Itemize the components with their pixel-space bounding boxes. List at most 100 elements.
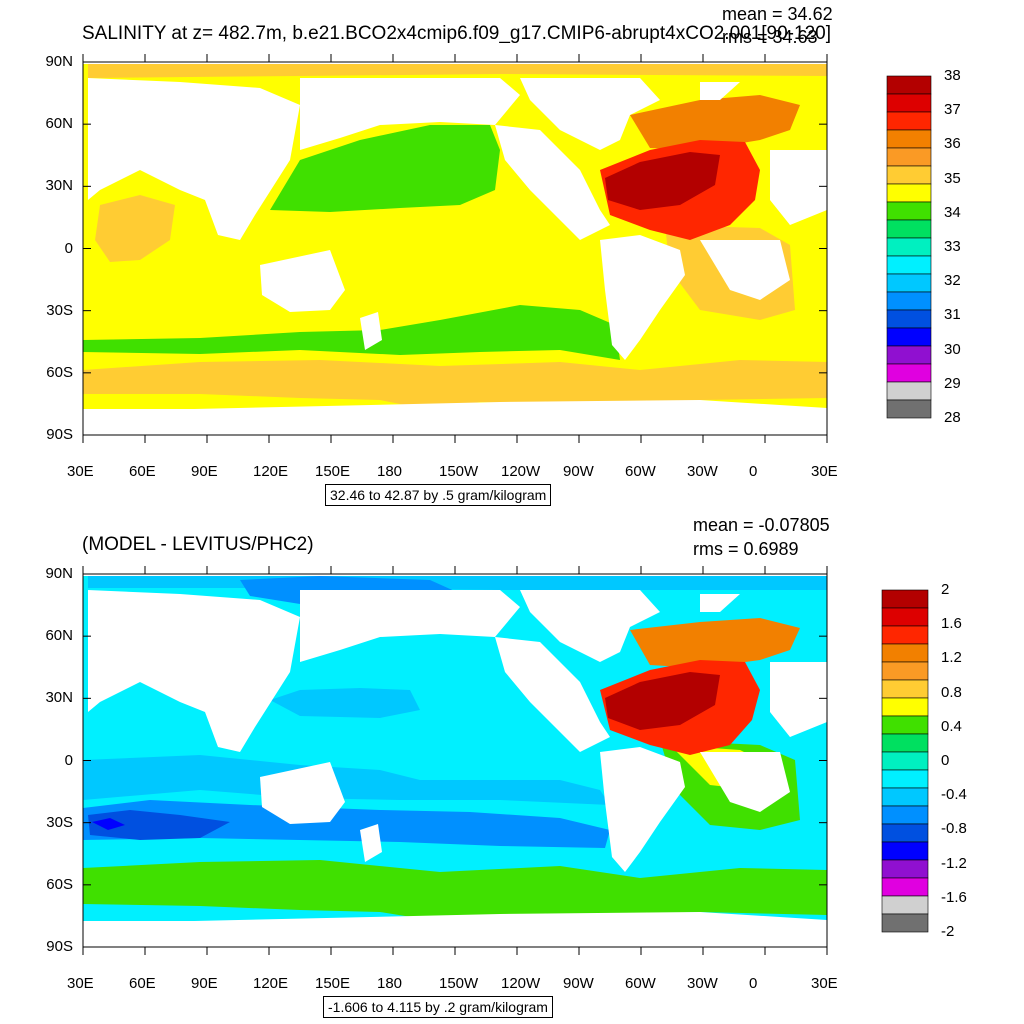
bottom-mean-value: mean = -0.07805 <box>693 515 830 535</box>
colorbar-swatch <box>886 111 932 131</box>
lat-label: 60N <box>45 115 73 133</box>
colorbar-swatch <box>886 327 932 347</box>
colorbar-swatch <box>886 273 932 293</box>
colorbar-swatch <box>886 345 932 365</box>
lon-label: 150E <box>315 463 351 480</box>
colorbar-swatch <box>886 237 932 257</box>
lat-label: 60S <box>46 875 73 893</box>
colorbar-swatch <box>886 363 932 383</box>
lon-label: 150W <box>439 975 479 992</box>
top-land <box>83 78 827 435</box>
colorbar-label: 0.4 <box>941 717 962 735</box>
colorbar-swatch <box>881 769 929 789</box>
top-contour-range: 32.46 to 42.87 by .5 gram/kilogram <box>325 484 552 506</box>
lon-label: 30E <box>67 975 94 992</box>
lon-label: 120W <box>501 463 541 480</box>
lon-label: 120W <box>501 975 541 992</box>
colorbar-swatch <box>881 625 929 645</box>
colorbar-label: 33 <box>944 238 961 255</box>
lon-label: 150W <box>439 463 479 480</box>
colorbar-swatch <box>881 877 929 897</box>
colorbar-swatch <box>881 679 929 699</box>
colorbar-label: 2 <box>941 581 950 598</box>
top-mean-value: mean = 34.62 <box>722 4 833 24</box>
colorbar-swatch <box>886 219 932 239</box>
bottom-map <box>82 573 828 948</box>
colorbar-label: 36 <box>944 135 961 153</box>
colorbar-label: 38 <box>944 67 961 84</box>
colorbar-swatch <box>886 93 932 113</box>
lon-label: 180 <box>377 463 403 480</box>
colorbar-swatch <box>881 715 929 735</box>
top-north-atlantic-maroon <box>605 152 720 210</box>
lon-label: 120E <box>253 463 289 480</box>
lon-label: 60W <box>625 463 656 480</box>
lat-label: 60N <box>45 627 73 645</box>
colorbar-swatch <box>881 895 929 915</box>
colorbar-swatch <box>881 841 929 861</box>
colorbar-swatch <box>881 913 929 933</box>
top-map-title: SALINITY at z= 482.7m, b.e21.BCO2x4cmip6… <box>82 23 831 44</box>
bottom-south-light-blue <box>83 755 610 805</box>
colorbar-swatch <box>886 309 932 329</box>
colorbar-swatch <box>881 751 929 771</box>
colorbar-label: 0 <box>941 752 950 769</box>
lat-label: 30N <box>45 177 73 195</box>
lon-label: 180 <box>377 975 403 992</box>
colorbar-swatch <box>881 697 929 717</box>
bottom-north-pacific-patch <box>270 688 420 718</box>
bottom-north-atlantic-maroon <box>605 672 720 730</box>
colorbar-swatch <box>881 859 929 879</box>
colorbar-label: -0.4 <box>941 786 967 804</box>
lon-label: 90E <box>191 975 218 992</box>
colorbar-swatch <box>881 607 929 627</box>
lon-label: 90E <box>191 463 218 480</box>
colorbar-label: 30 <box>944 340 961 358</box>
top-north-atlantic-dark-orange <box>630 95 800 150</box>
lon-label: 60E <box>129 463 156 480</box>
colorbar-swatch <box>881 589 929 609</box>
lon-label: 30W <box>687 975 718 992</box>
lon-label: 90W <box>563 463 594 480</box>
top-rms-value: rms = 34.63 <box>722 27 818 47</box>
colorbar-swatch <box>886 381 932 401</box>
lon-label: 30W <box>687 463 718 480</box>
colorbar-label: 0.8 <box>941 683 962 701</box>
lon-label: 30E <box>67 463 94 480</box>
colorbar-label: 34 <box>944 203 961 221</box>
colorbar-label: -0.8 <box>941 820 967 838</box>
lon-label: 120E <box>253 975 289 992</box>
colorbar-label: 29 <box>944 374 961 392</box>
colorbar-swatch <box>881 733 929 753</box>
bottom-rms-value: rms = 0.6989 <box>693 539 799 559</box>
colorbar-label: 1.2 <box>941 649 962 667</box>
lon-label: 60E <box>129 975 156 992</box>
bottom-southern-blue-belt <box>83 800 610 848</box>
colorbar-swatch <box>881 805 929 825</box>
colorbar-swatch <box>886 147 932 167</box>
colorbar-label: -2 <box>941 923 955 940</box>
top-arctic-strip <box>88 64 827 78</box>
lat-label: 0 <box>64 751 73 769</box>
lat-label: 90S <box>46 938 73 955</box>
lon-label: 90W <box>563 975 594 992</box>
colorbar-swatch <box>886 291 932 311</box>
colorbar-label: 35 <box>944 169 961 187</box>
colorbar-swatch <box>881 643 929 663</box>
bottom-land <box>83 590 827 947</box>
lat-label: 90N <box>45 53 73 70</box>
lon-label: 30E <box>811 463 838 480</box>
colorbar-label: 28 <box>944 409 961 426</box>
bottom-indian-deep-blue <box>88 810 230 840</box>
lat-label: 30S <box>46 813 73 831</box>
top-southern-green-belt <box>83 305 620 360</box>
lat-label: 60S <box>46 363 73 381</box>
colorbar-swatch <box>886 165 932 185</box>
bottom-arctic-strip <box>88 576 827 590</box>
colorbar-label: 31 <box>944 306 961 324</box>
colorbar-swatch <box>886 399 932 419</box>
lon-label: 60W <box>625 975 656 992</box>
bottom-indian-blue-core <box>92 818 125 830</box>
colorbar-swatch <box>886 75 932 95</box>
